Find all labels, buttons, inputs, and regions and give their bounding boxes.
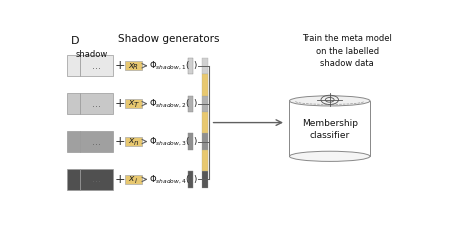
Ellipse shape: [289, 151, 369, 161]
Bar: [67, 93, 79, 114]
Bar: [79, 169, 112, 190]
Text: n: n: [133, 140, 138, 146]
Text: x: x: [128, 136, 133, 145]
Text: i: i: [134, 178, 137, 184]
Bar: [202, 112, 208, 133]
Bar: [67, 55, 79, 76]
Text: ...: ...: [92, 99, 101, 109]
Text: ...: ...: [92, 61, 101, 71]
Text: +: +: [114, 59, 124, 72]
Bar: [79, 131, 112, 152]
Text: $\Phi_{shadow,2}$(: $\Phi_{shadow,2}$(: [149, 97, 190, 110]
Bar: [188, 171, 192, 187]
Text: ): ): [193, 99, 197, 108]
Text: x: x: [128, 98, 133, 108]
Text: T: T: [133, 102, 138, 108]
Text: +: +: [114, 97, 124, 110]
Text: Membership: Membership: [301, 119, 357, 127]
Text: Shadow generators: Shadow generators: [118, 34, 219, 44]
Bar: [124, 137, 141, 146]
Text: +: +: [114, 173, 124, 186]
Text: ...: ...: [92, 174, 101, 184]
Text: x: x: [128, 60, 133, 70]
Text: ): ): [193, 137, 197, 146]
Bar: [79, 55, 112, 76]
Bar: [202, 58, 208, 74]
Text: $\Phi_{shadow,4}$(: $\Phi_{shadow,4}$(: [149, 173, 190, 186]
Bar: [188, 58, 192, 74]
Text: x: x: [128, 174, 133, 183]
Text: +: +: [114, 135, 124, 148]
Text: Train the meta model
on the labelled
shadow data: Train the meta model on the labelled sha…: [302, 34, 391, 68]
Bar: [188, 133, 192, 150]
Bar: [124, 61, 141, 70]
Bar: [124, 99, 141, 108]
Bar: [202, 150, 208, 171]
Bar: [67, 169, 79, 190]
Bar: [202, 133, 208, 150]
Bar: [202, 96, 208, 112]
Bar: [202, 74, 208, 96]
Text: ...: ...: [92, 137, 101, 147]
Text: D: D: [70, 36, 79, 46]
Text: shadow: shadow: [76, 50, 108, 59]
Bar: [124, 175, 141, 184]
Bar: [188, 96, 192, 112]
Text: ): ): [193, 175, 197, 184]
Text: R: R: [133, 64, 138, 70]
Bar: [79, 93, 112, 114]
Bar: [202, 171, 208, 187]
Ellipse shape: [289, 96, 369, 106]
Text: ): ): [193, 61, 197, 70]
Text: $\Phi_{shadow,1}$(: $\Phi_{shadow,1}$(: [149, 60, 190, 72]
Text: $\Phi_{shadow,3}$(: $\Phi_{shadow,3}$(: [149, 135, 190, 148]
Bar: [67, 131, 79, 152]
Text: classifier: classifier: [309, 132, 349, 140]
Bar: [289, 101, 369, 156]
